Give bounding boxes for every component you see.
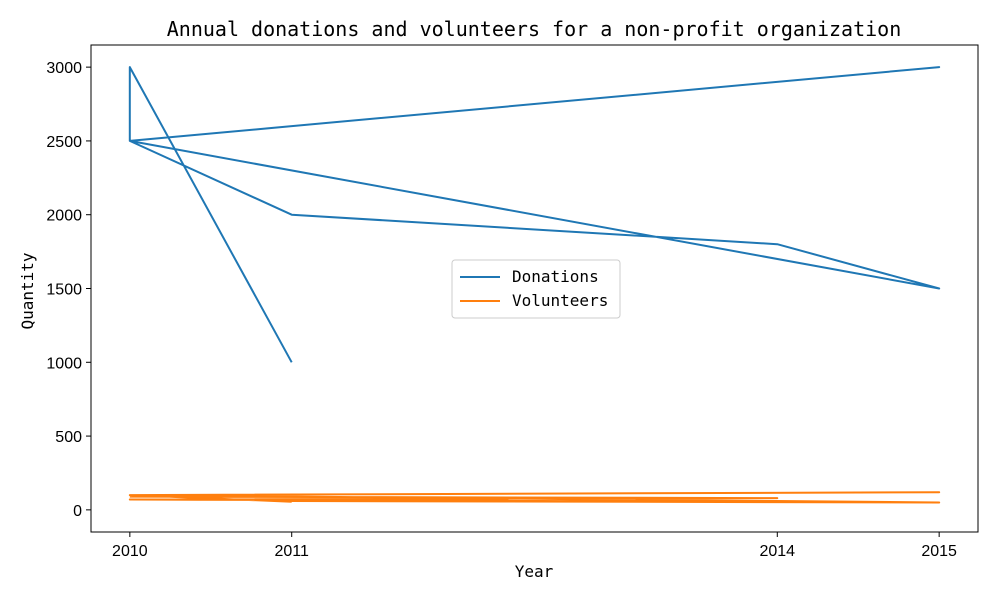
x-tick-label: 2014	[759, 543, 795, 560]
y-axis-ticks: 0 500 1000 1500 2000 2500 3000	[46, 60, 91, 520]
series-line-volunteers	[128, 491, 941, 504]
legend-label-volunteers: Volunteers	[512, 291, 608, 310]
y-axis-label: Quantity	[18, 252, 37, 329]
x-tick-label: 2015	[921, 543, 957, 560]
series-line-donations	[128, 66, 941, 363]
legend-label-donations: Donations	[512, 267, 599, 286]
y-tick-label: 2000	[46, 208, 82, 225]
y-tick-label: 3000	[46, 60, 82, 77]
x-axis-label: Year	[515, 562, 554, 581]
chart-title: Annual donations and volunteers for a no…	[167, 17, 902, 41]
y-tick-label: 2500	[46, 134, 82, 151]
y-tick-label: 1500	[46, 282, 82, 299]
legend: Donations Volunteers	[451, 259, 621, 319]
legend-box	[451, 259, 621, 319]
x-tick-label: 2011	[275, 543, 310, 560]
x-tick-label: 2010	[112, 543, 148, 560]
y-tick-label: 1000	[46, 355, 82, 372]
y-tick-label: 0	[73, 503, 82, 520]
plot-area	[128, 66, 941, 504]
x-axis-ticks: 2010 2011 2014 2015	[112, 532, 957, 560]
y-tick-label: 500	[55, 429, 82, 446]
